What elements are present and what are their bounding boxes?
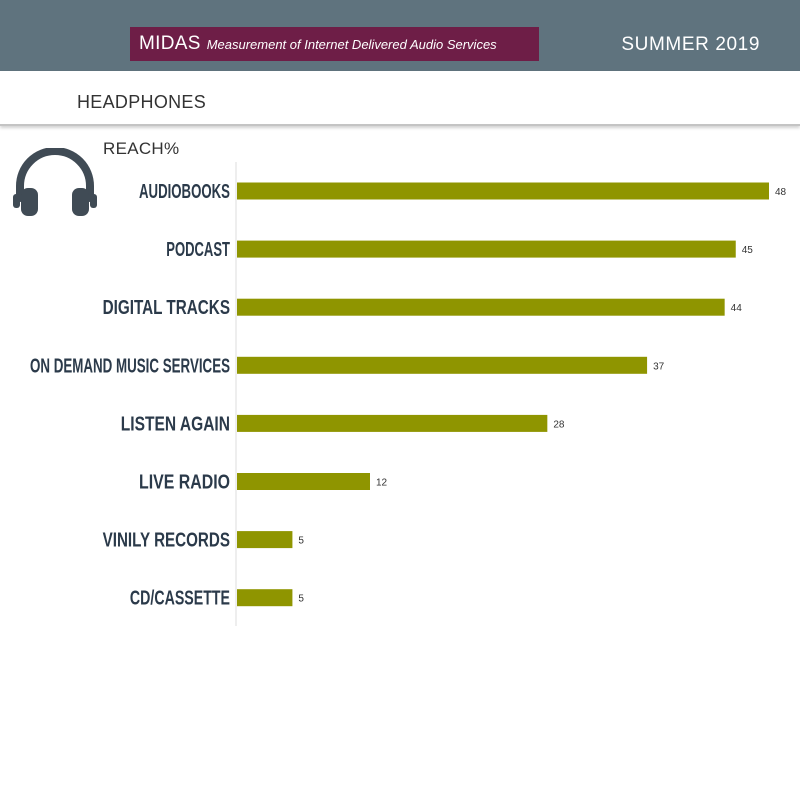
bar (237, 182, 769, 200)
brand-box: MIDAS Measurement of Internet Delivered … (130, 27, 539, 61)
header-bar: MIDAS Measurement of Internet Delivered … (0, 0, 800, 71)
bar (237, 473, 370, 490)
data-label: 48 (775, 187, 787, 198)
bar (237, 298, 725, 316)
data-label: 28 (553, 419, 565, 430)
chart-title: REACH% (103, 139, 180, 158)
category-label: LIVE RADIO (139, 472, 230, 494)
data-label: 37 (653, 361, 665, 372)
bar (237, 589, 293, 607)
bar (237, 414, 548, 432)
category-label: PODCAST (166, 239, 230, 261)
data-label: 45 (742, 245, 754, 256)
brand-subtitle: Measurement of Internet Delivered Audio … (206, 36, 497, 52)
season-label: SUMMER 2019 (621, 34, 760, 55)
bar (237, 531, 293, 549)
data-label: 5 (298, 536, 304, 547)
bar (237, 356, 648, 374)
category-label: VINILY RECORDS (103, 530, 230, 552)
data-label: 12 (376, 478, 388, 489)
category-label: AUDIOBOOKS (139, 181, 230, 203)
page-title: HEADPHONES (77, 92, 207, 112)
bar (237, 240, 736, 258)
subheader: HEADPHONES (0, 71, 800, 126)
category-label: DIGITAL TRACKS (103, 297, 230, 319)
headphones-icon (13, 148, 97, 216)
category-label: ON DEMAND MUSIC SERVICES (30, 355, 230, 377)
data-label: 44 (731, 303, 743, 314)
category-label: CD/CASSETTE (130, 588, 230, 610)
data-label: 5 (298, 594, 304, 605)
brand-name: MIDAS (139, 33, 201, 54)
category-label: LISTEN AGAIN (121, 413, 230, 435)
